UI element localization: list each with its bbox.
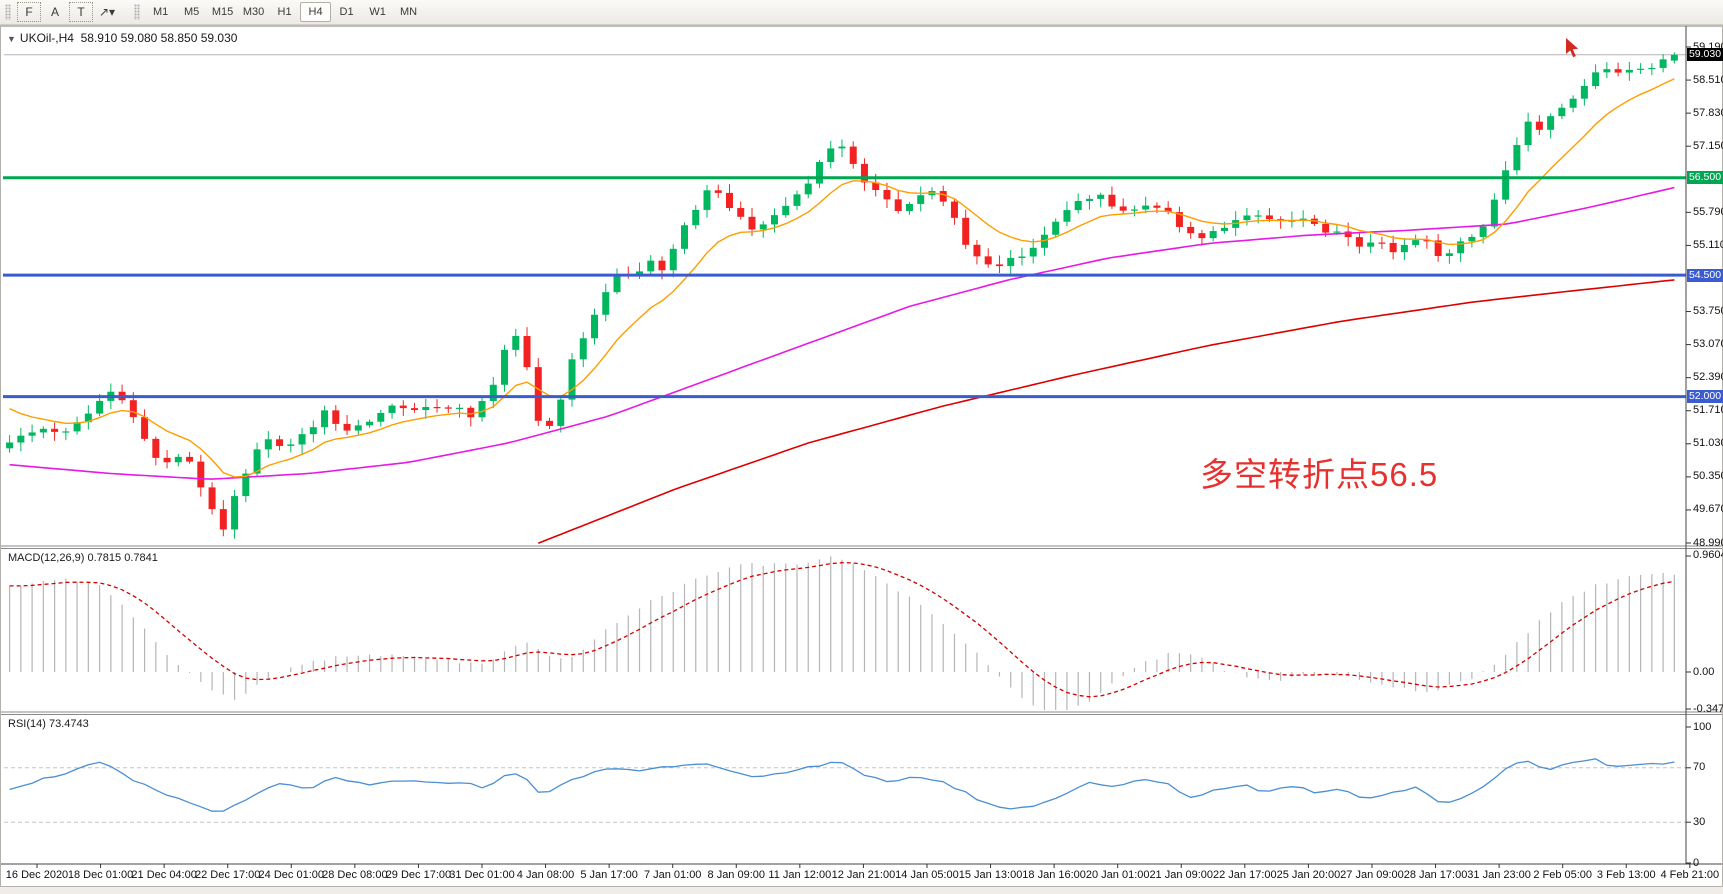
time-axis-label: 8 Jan 09:00 <box>707 869 766 881</box>
price-tick-label: 58.510 <box>1693 73 1723 86</box>
time-axis-label: 2 Feb 05:00 <box>1533 869 1593 881</box>
font-icon[interactable]: A <box>43 2 67 22</box>
rsi-axis-label: 0 <box>1693 856 1700 869</box>
chart-title: ▼ UKOil-,H4 58.910 59.080 58.850 59.030 <box>7 31 237 45</box>
price-tick-label: 48.990 <box>1693 536 1723 549</box>
macd-signal-line <box>9 562 1675 698</box>
time-axis-label: 28 Jan 17:00 <box>1403 869 1468 881</box>
price-tick-label: 53.750 <box>1693 305 1723 318</box>
timeframe-button-mn[interactable]: MN <box>393 2 424 22</box>
symbol-dropdown-toggle[interactable]: ▼ <box>7 34 16 44</box>
price-badge-59.030: 59.030 <box>1687 48 1723 62</box>
time-axis-label: 22 Dec 17:00 <box>194 869 261 881</box>
timeframe-button-m1[interactable]: M1 <box>145 2 176 22</box>
chart-title-ohlc: 58.910 59.080 58.850 59.030 <box>80 31 238 45</box>
time-axis-label: 25 Jan 20:00 <box>1276 869 1341 881</box>
time-axis-label: 22 Jan 17:00 <box>1213 869 1277 881</box>
price-badge-52.000: 52.000 <box>1687 390 1723 404</box>
price-tick-label: 57.150 <box>1693 139 1723 152</box>
macd-axis-label: 0.00 <box>1693 665 1715 678</box>
time-axis-label: 15 Jan 13:00 <box>958 869 1023 881</box>
time-axis-label: 4 Jan 08:00 <box>516 869 575 881</box>
time-axis-label: 28 Dec 08:00 <box>322 869 388 881</box>
timeframe-button-h4[interactable]: H4 <box>300 2 332 22</box>
time-axis-label: 27 Jan 09:00 <box>1340 869 1404 881</box>
time-axis-label: 21 Dec 04:00 <box>131 869 197 881</box>
text-label-icon[interactable]: T <box>69 2 93 22</box>
time-axis-label: 16 Dec 2020 <box>5 869 69 881</box>
macd-signal-value: 0.7841 <box>124 552 158 564</box>
time-axis-label: 31 Jan 23:00 <box>1467 869 1531 881</box>
timeframe-button-m15[interactable]: M15 <box>207 2 238 22</box>
time-axis-label: 31 Dec 01:00 <box>449 869 515 881</box>
top-toolbar: F A T ↗▾ M1 M5 M15 M30 H1 H4 D1 W1 MN <box>0 0 1723 25</box>
time-axis-label: 20 Jan 01:00 <box>1085 869 1150 881</box>
time-axis-label: 7 Jan 01:00 <box>643 869 702 881</box>
horizontal-line-objects[interactable] <box>3 176 1686 399</box>
timeframe-button-m5[interactable]: M5 <box>176 2 207 22</box>
ma-mid-line <box>9 186 1675 480</box>
rsi-axis-label: 70 <box>1693 761 1706 774</box>
rsi-line <box>9 758 1675 812</box>
bottom-strip <box>0 887 1723 894</box>
price-badge-56.500: 56.500 <box>1687 171 1723 185</box>
time-axis-label: 4 Feb 21:00 <box>1660 869 1720 881</box>
macd-value: 0.7815 <box>87 552 122 564</box>
timeframe-button-d1[interactable]: D1 <box>331 2 362 22</box>
macd-axis-label: -0.3473 <box>1693 702 1723 715</box>
timeframe-button-h1[interactable]: H1 <box>269 2 300 22</box>
time-axis-label: 18 Dec 01:00 <box>67 869 134 881</box>
price-tick-label: 50.350 <box>1693 470 1723 483</box>
cursor-pointer <box>1566 38 1579 58</box>
toolbar-grip[interactable] <box>5 4 11 20</box>
macd-histogram <box>9 556 1675 710</box>
price-tick-label: 51.710 <box>1693 404 1723 417</box>
time-axis-label: 29 Dec 17:00 <box>385 869 452 881</box>
rsi-axis-label: 30 <box>1693 815 1706 828</box>
ma-fast-line <box>9 78 1675 478</box>
price-tick-label: 51.030 <box>1693 437 1723 450</box>
timeframe-button-w1[interactable]: W1 <box>362 2 393 22</box>
ma-slow-line <box>538 279 1675 545</box>
price-tick-label: 49.670 <box>1693 503 1723 516</box>
time-axis-label: 11 Jan 12:00 <box>768 869 832 881</box>
snap-grid-icon[interactable]: F <box>17 2 41 22</box>
time-axis-label: 5 Jan 17:00 <box>580 869 638 881</box>
macd-axis-label: 0.9604 <box>1693 549 1723 562</box>
time-axis-label: 12 Jan 21:00 <box>831 869 896 881</box>
time-axis-label: 21 Jan 09:00 <box>1149 869 1214 881</box>
price-tick-label: 53.070 <box>1693 338 1723 351</box>
timeframe-button-m30[interactable]: M30 <box>238 2 269 22</box>
toolbar-grip-timeframes[interactable] <box>134 4 141 20</box>
rsi-label: RSI(14) 73.4743 <box>8 718 89 730</box>
drawing-tools-group: F A T ↗▾ <box>16 2 120 22</box>
macd-name: MACD(12,26,9) <box>8 552 85 564</box>
candles-layer <box>6 52 1678 539</box>
time-axis-label: 18 Jan 16:00 <box>1022 869 1086 881</box>
arrows-tool-icon[interactable]: ↗▾ <box>95 2 119 22</box>
time-axis-label: 3 Feb 13:00 <box>1596 869 1656 881</box>
timeframe-group: M1 M5 M15 M30 H1 H4 D1 W1 MN <box>145 2 424 22</box>
macd-label: MACD(12,26,9) 0.7815 0.7841 <box>8 552 158 564</box>
chart-annotation[interactable]: 多空转折点56.5 <box>1200 456 1439 493</box>
rsi-value: 73.4743 <box>48 718 89 730</box>
time-axis-label: 14 Jan 05:00 <box>895 869 959 881</box>
price-tick-label: 55.110 <box>1693 238 1723 251</box>
price-tick-label: 55.790 <box>1693 205 1723 218</box>
chart-title-symbol: UKOil-,H4 <box>19 31 74 45</box>
price-tick-label: 57.830 <box>1693 106 1723 119</box>
price-tick-label: 52.390 <box>1693 371 1723 384</box>
price-badge-54.500: 54.500 <box>1687 268 1723 282</box>
time-axis-label: 24 Dec 01:00 <box>258 869 324 881</box>
rsi-axis-label: 100 <box>1693 720 1712 733</box>
rsi-name: RSI(14) <box>8 718 46 730</box>
